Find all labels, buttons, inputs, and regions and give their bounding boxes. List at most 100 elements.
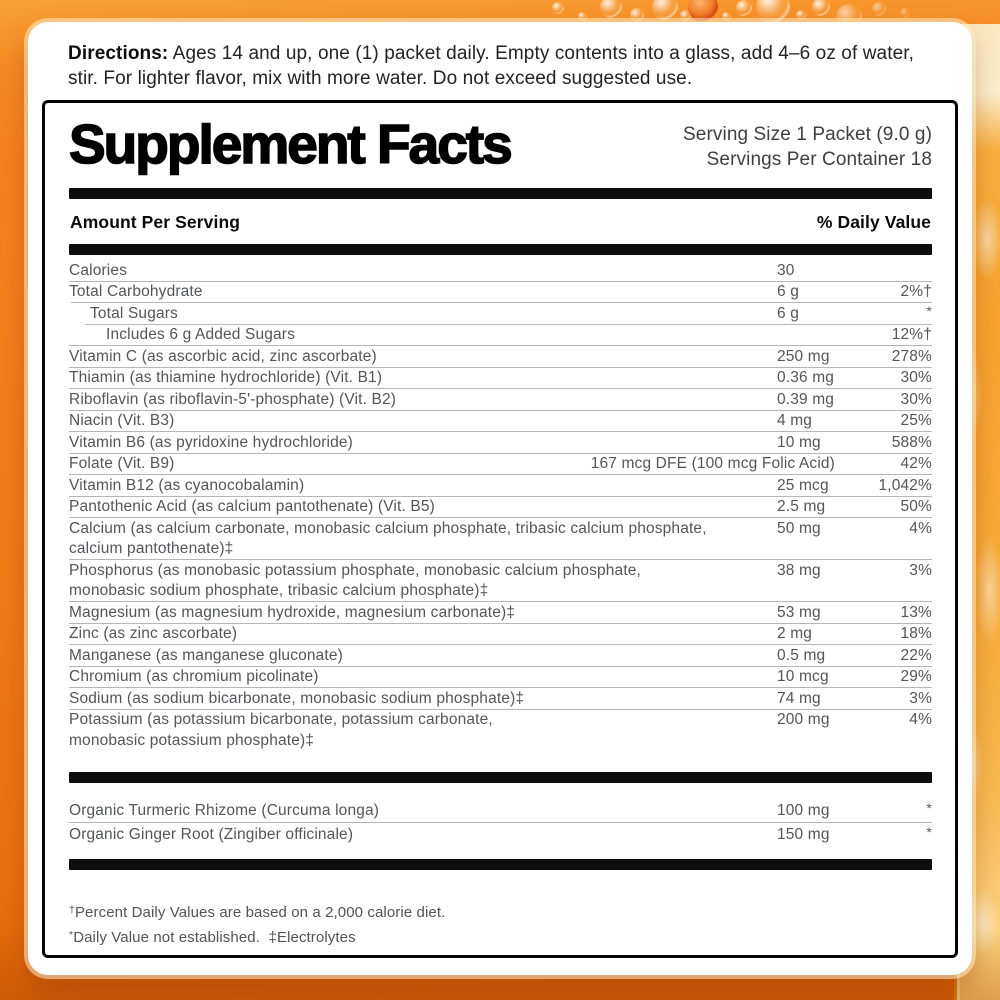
nutrient-dv: 3% [909, 561, 932, 579]
bubble-decoration [900, 8, 910, 18]
nutrient-name: Riboflavin (as riboflavin-5'-phosphate) … [69, 390, 397, 408]
footnote-text: Percent Daily Values are based on a 2,00… [74, 903, 446, 921]
nutrient-dv: 25% [900, 412, 932, 429]
nutrient-dv: 29% [900, 668, 932, 685]
table-row: Phosphorus (as monobasic potassium phosp… [69, 559, 932, 601]
nutrient-dv: 30% [900, 390, 932, 408]
nutrient-amount: 25 mcg [777, 476, 829, 494]
bubble-decoration [812, 0, 830, 16]
nutrient-dv: 30% [900, 369, 932, 386]
nutrient-amount: 6 g [777, 283, 799, 300]
nutrient-amount: 10 mcg [777, 668, 829, 685]
table-row: Vitamin C (as ascorbic acid, zinc ascorb… [69, 345, 932, 367]
directions-label: Directions: [68, 43, 169, 64]
nutrient-name: Total Sugars [90, 304, 178, 322]
bubble-decoration [796, 10, 806, 20]
divider-bar-thick [69, 188, 932, 199]
nutrient-name: Thiamin (as thiamine hydrochloride) (Vit… [69, 369, 383, 386]
footnote: *Daily Value not established. ‡Electroly… [69, 926, 932, 951]
nutrient-name: Organic Ginger Root (Zingiber officinale… [69, 825, 354, 843]
nutrient-name-line2: monobasic potassium phosphate)‡ [69, 731, 315, 749]
nutrient-name-line2: calcium pantothenate)‡ [69, 540, 234, 557]
nutrient-name: Total Carbohydrate [69, 283, 203, 300]
bubble-decoration [600, 0, 622, 18]
table-row: Pantothenic Acid (as calcium pantothenat… [69, 495, 932, 518]
nutrient-name-line2: monobasic sodium phosphate, tribasic cal… [69, 582, 489, 599]
nutrient-name: Manganese (as manganese gluconate) [69, 646, 343, 664]
footnote-symbol: † [69, 903, 75, 916]
nutrient-dv: 50% [900, 498, 932, 515]
table-row: Includes 6 g Added Sugars 12%† [85, 323, 932, 346]
nutrient-name: Pantothenic Acid (as calcium pantothenat… [69, 498, 435, 515]
footnote: †Percent Daily Values are based on a 2,0… [69, 901, 932, 926]
bubble-decoration [552, 2, 564, 14]
nutrient-name: Includes 6 g Added Sugars [106, 326, 296, 343]
nutrient-amount: 4 mg [777, 412, 813, 429]
nutrient-amount: 167 mcg DFE (100 mcg Folic Acid) [590, 455, 835, 472]
nutrient-amount: 2.5 mg [777, 498, 826, 515]
nutrient-dv: 278% [891, 347, 932, 365]
table-row: Riboflavin (as riboflavin-5'-phosphate) … [69, 388, 932, 410]
nutrient-amount: 50 mg [777, 519, 821, 537]
nutrient-name: Calories [69, 261, 128, 279]
nutrient-name: Zinc (as zinc ascorbate) [69, 625, 238, 642]
footnote-text: Daily Value not established. ‡Electrolyt… [73, 928, 356, 946]
servings-per-container: Servings Per Container 18 [706, 149, 932, 170]
table-row: Vitamin B12 (as cyanocobalamin) 25 mcg 1,0… [69, 474, 932, 496]
nutrient-dv: * [926, 800, 932, 816]
table-row: Magnesium (as magnesium hydroxide, magne… [69, 601, 932, 623]
nutrient-name: Vitamin B12 (as cyanocobalamin) [69, 476, 305, 494]
bubble-decoration [652, 0, 678, 20]
supplement-facts-panel: Supplement Facts Serving Size 1 Packet (… [42, 100, 958, 958]
bubble-decoration [756, 0, 790, 24]
nutrient-name: Vitamin B6 (as pyridoxine hydrochloride) [69, 433, 353, 451]
nutrient-amount: 100 mg [777, 802, 830, 819]
panel-header: Supplement Facts Serving Size 1 Packet (… [68, 113, 932, 175]
nutrient-dv: 18% [900, 625, 932, 642]
table-row: Thiamin (as thiamine hydrochloride) (Vit… [69, 366, 932, 389]
nutrient-dv: 22% [900, 646, 932, 664]
label-card: Directions: Ages 14 and up, one (1) pack… [28, 22, 972, 975]
nutrient-amount: 30 [777, 261, 795, 279]
divider-bar-thick [69, 771, 932, 783]
panel-title: Supplement Facts [68, 113, 513, 175]
nutrient-name: Organic Turmeric Rhizome (Curcuma longa) [69, 802, 380, 819]
nutrient-dv: 1,042% [878, 476, 932, 494]
bubble-decoration [872, 2, 886, 16]
nutrient-dv: 4% [909, 519, 932, 537]
nutrient-amount: 150 mg [777, 825, 830, 843]
nutrient-amount: 0.36 mg [777, 369, 835, 386]
table-row: Calories 30 [69, 260, 932, 281]
table-row: Vitamin B6 (as pyridoxine hydrochloride)… [69, 431, 932, 453]
table-row: Potassium (as potassium bicarbonate, pot… [69, 708, 932, 751]
nutrient-name: Niacin (Vit. B3) [69, 412, 175, 429]
bubble-decoration [630, 8, 644, 22]
nutrient-name: Folate (Vit. B9) [69, 455, 175, 472]
bubble-decoration [722, 12, 731, 21]
divider-bar-thick [69, 858, 932, 870]
nutrient-dv: 4% [909, 711, 932, 728]
nutrient-dv: 12%† [891, 326, 932, 343]
table-row: Chromium (as chromium picolinate) 10 mcg 2… [69, 665, 932, 688]
nutrient-amount: 10 mg [777, 433, 821, 451]
nutrient-dv: 42% [900, 455, 932, 472]
table-row: Folate (Vit. B9) 167 mcg DFE (100 mcg Fol… [69, 452, 932, 475]
nutrient-amount: 6 g [777, 304, 799, 322]
serving-size: Serving Size 1 Packet (9.0 g) [683, 124, 932, 145]
nutrient-name: Potassium (as potassium bicarbonate, pot… [69, 711, 777, 749]
bubble-decoration [578, 12, 587, 21]
serving-info: Serving Size 1 Packet (9.0 g) Servings P… [683, 122, 932, 172]
nutrient-amount: 250 mg [777, 347, 830, 365]
nutrient-name: Sodium (as sodium bicarbonate, monobasic… [69, 689, 525, 707]
daily-value-header: % Daily Value [816, 212, 931, 232]
nutrient-name: Calcium (as calcium carbonate, monobasic… [69, 520, 777, 558]
nutrient-dv: * [926, 302, 932, 319]
nutrient-name: Magnesium (as magnesium hydroxide, magne… [69, 603, 516, 621]
directions-text: Directions: Ages 14 and up, one (1) pack… [28, 22, 972, 91]
nutrient-amount: 200 mg [777, 711, 830, 728]
table-row: Sodium (as sodium bicarbonate, monobasic… [69, 687, 932, 709]
table-row: Zinc (as zinc ascorbate) 2 mg 18% [69, 622, 932, 645]
amount-per-serving-header: Amount Per Serving [70, 212, 241, 232]
nutrient-amount: 0.5 mg [777, 646, 826, 664]
